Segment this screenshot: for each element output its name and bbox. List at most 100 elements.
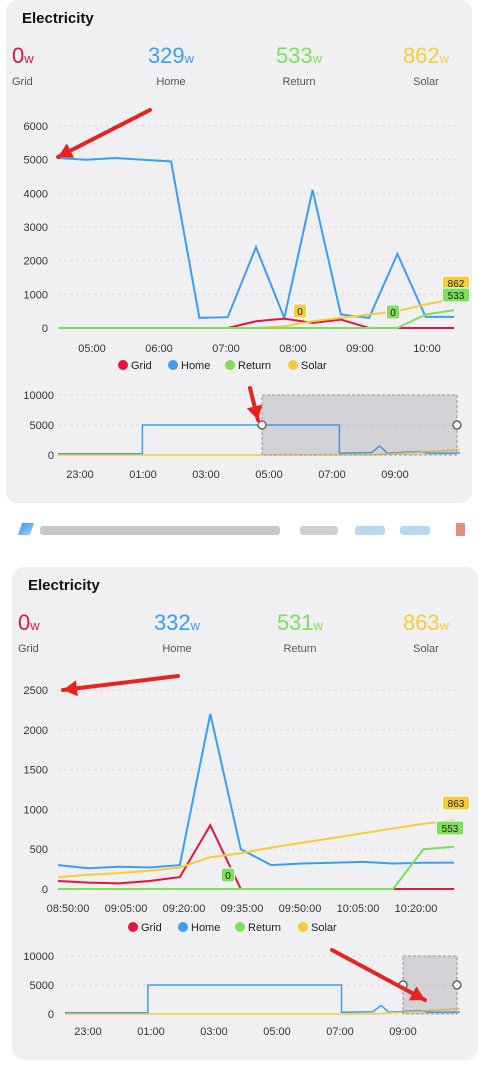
legend-item-grid: Grid bbox=[141, 922, 162, 934]
navigator-x-tick-label: 23:00 bbox=[66, 469, 94, 481]
solar-label: Solar bbox=[413, 643, 439, 655]
annotation-arrow bbox=[61, 674, 180, 692]
y-tick-label: 0 bbox=[42, 323, 48, 335]
legend-dot-solar bbox=[298, 922, 308, 932]
y-tick-label: 2500 bbox=[24, 685, 48, 697]
value-badge-label: 862 bbox=[448, 279, 465, 290]
return-value: 531 bbox=[276, 610, 314, 635]
value-badge-label: 863 bbox=[448, 799, 465, 810]
annotation-arrow bbox=[56, 108, 152, 159]
card-title: Electricity bbox=[22, 10, 94, 27]
value-badge-label: 553 bbox=[442, 824, 459, 835]
navigator-handle-right[interactable] bbox=[452, 420, 462, 430]
y-tick-label: 500 bbox=[30, 844, 48, 856]
x-tick-label: 08:00 bbox=[279, 343, 307, 355]
value-badge bbox=[293, 303, 307, 319]
navigator-x-tick-label: 03:00 bbox=[200, 1026, 228, 1038]
navigator-x-tick-label: 09:00 bbox=[389, 1026, 417, 1038]
blurred-filename bbox=[40, 526, 280, 535]
legend-dot-grid bbox=[118, 360, 128, 370]
solar-unit: w bbox=[439, 618, 450, 633]
legend-dot-return bbox=[235, 922, 245, 932]
home-label: Home bbox=[156, 76, 186, 88]
card-title: Electricity bbox=[28, 577, 100, 594]
legend-item-return: Return bbox=[248, 922, 281, 934]
navigator-x-tick-label: 09:00 bbox=[381, 469, 409, 481]
grid-value: 0 bbox=[18, 610, 31, 635]
legend-dot-home bbox=[168, 360, 178, 370]
blurred-meta bbox=[400, 526, 430, 535]
return-stat[interactable]: 533w Return bbox=[259, 43, 339, 89]
x-tick-label: 05:00 bbox=[78, 343, 106, 355]
series-line-home bbox=[57, 713, 455, 870]
y-tick-label: 4000 bbox=[24, 188, 48, 200]
x-tick-label: 10:00 bbox=[413, 343, 441, 355]
solar-value: 863 bbox=[402, 610, 440, 635]
blurred-meta bbox=[355, 526, 385, 535]
navigator-x-tick-label: 05:00 bbox=[255, 469, 283, 481]
electricity-card: Electricity 0w Grid 332w Home 531w Retur… bbox=[12, 567, 478, 1060]
grid-unit: w bbox=[30, 618, 40, 633]
value-badge-label: 533 bbox=[448, 291, 465, 302]
y-tick-label: 1000 bbox=[24, 804, 48, 816]
grid-unit: w bbox=[24, 51, 34, 66]
value-badge bbox=[442, 287, 470, 303]
navigator-x-tick-label: 23:00 bbox=[74, 1026, 102, 1038]
solar-stat[interactable]: 863w Solar bbox=[386, 610, 466, 656]
y-tick-label: 1500 bbox=[24, 765, 48, 777]
navigator-y-tick-label: 5000 bbox=[30, 420, 54, 432]
value-badge-label: 0 bbox=[297, 307, 303, 318]
legend-item-grid: Grid bbox=[131, 360, 152, 372]
return-stat[interactable]: 531w Return bbox=[260, 610, 340, 656]
home-value: 332 bbox=[153, 610, 191, 635]
legend-item-solar: Solar bbox=[311, 922, 337, 934]
legend-item-return: Return bbox=[238, 360, 271, 372]
navigator-x-tick-label: 01:00 bbox=[129, 469, 157, 481]
grid-label: Grid bbox=[12, 76, 33, 88]
grid-stat[interactable]: 0w Grid bbox=[12, 43, 62, 89]
home-label: Home bbox=[162, 643, 192, 655]
x-tick-label: 09:20:00 bbox=[163, 903, 206, 915]
return-unit: w bbox=[312, 51, 323, 66]
home-stat[interactable]: 329w Home bbox=[131, 44, 211, 89]
home-unit: w bbox=[190, 618, 201, 633]
legend-item-home: Home bbox=[191, 922, 220, 934]
x-tick-label: 07:00 bbox=[212, 343, 240, 355]
solar-label: Solar bbox=[413, 76, 439, 88]
return-value: 533 bbox=[275, 43, 313, 68]
navigator-x-tick-label: 07:00 bbox=[318, 469, 346, 481]
series-line-grid bbox=[58, 317, 454, 329]
home-unit: w bbox=[184, 51, 195, 66]
x-tick-label: 09:35:00 bbox=[221, 903, 264, 915]
navigator-selection-window bbox=[402, 955, 458, 1015]
series-line-solar bbox=[57, 819, 455, 879]
solar-unit: w bbox=[439, 51, 450, 66]
solar-stat[interactable]: 862w Solar bbox=[386, 44, 466, 89]
y-tick-label: 5000 bbox=[24, 155, 48, 167]
navigator-y-tick-label: 10000 bbox=[23, 951, 54, 963]
navigator-selection-window bbox=[261, 394, 458, 456]
trash-icon[interactable] bbox=[456, 523, 465, 536]
value-badge bbox=[386, 304, 400, 320]
legend-dot-home bbox=[178, 922, 188, 932]
navigator-y-tick-label: 0 bbox=[48, 1009, 54, 1021]
home-stat[interactable]: 332w Home bbox=[132, 610, 222, 656]
y-tick-label: 0 bbox=[42, 884, 48, 896]
navigator-x-tick-label: 03:00 bbox=[192, 469, 220, 481]
blurred-meta bbox=[300, 526, 338, 535]
navigator-x-tick-label: 07:00 bbox=[326, 1026, 354, 1038]
x-tick-label: 10:05:00 bbox=[337, 903, 380, 915]
value-badge-label: 0 bbox=[390, 308, 396, 319]
grid-value: 0 bbox=[12, 43, 25, 68]
navigator-handle-right[interactable] bbox=[452, 980, 462, 990]
grid-stat[interactable]: 0w Grid bbox=[18, 610, 68, 656]
annotation-arrowhead bbox=[246, 404, 263, 420]
navigator-handle-left[interactable] bbox=[257, 420, 267, 430]
legend-dot-solar bbox=[288, 360, 298, 370]
annotation-arrowhead bbox=[408, 986, 425, 1001]
legend-dot-return bbox=[225, 360, 235, 370]
annotation-arrowhead bbox=[58, 143, 75, 158]
x-tick-label: 08:50:00 bbox=[47, 903, 90, 915]
y-tick-label: 6000 bbox=[24, 121, 48, 133]
